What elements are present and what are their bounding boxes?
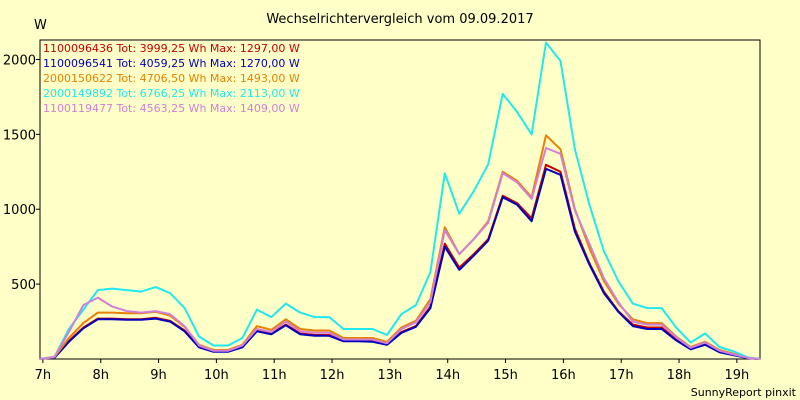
x-tick-label: 10h bbox=[204, 368, 229, 383]
x-tick-label: 9h bbox=[150, 368, 167, 383]
x-tick-label: 13h bbox=[377, 368, 402, 383]
legend-entry-2000150622: 2000150622 Tot: 4706,50 Wh Max: 1493,00 … bbox=[43, 72, 300, 85]
series-line-1100096541 bbox=[39, 167, 761, 360]
y-axis-unit-label: W bbox=[34, 18, 47, 33]
series-layer bbox=[39, 41, 761, 360]
x-tick-label: 15h bbox=[493, 368, 518, 383]
x-tick-label: 11h bbox=[262, 368, 287, 383]
legend-entry-1100096541: 1100096541 Tot: 4059,25 Wh Max: 1270,00 … bbox=[43, 57, 300, 70]
x-tick-label: 18h bbox=[667, 368, 692, 383]
legend-entry-1100096436: 1100096436 Tot: 3999,25 Wh Max: 1297,00 … bbox=[43, 42, 300, 55]
x-tick-label: 8h bbox=[92, 368, 109, 383]
legend-entry-2000149892: 2000149892 Tot: 6766,25 Wh Max: 2113,00 … bbox=[43, 87, 300, 100]
x-tick-label: 19h bbox=[724, 368, 749, 383]
x-tick-label: 17h bbox=[609, 368, 634, 383]
x-tick-label: 7h bbox=[35, 368, 52, 383]
footer-credit: SunnyReport pinxit bbox=[691, 386, 797, 399]
series-line-1100119477 bbox=[39, 147, 761, 360]
legend: 1100096436 Tot: 3999,25 Wh Max: 1297,00 … bbox=[43, 42, 300, 115]
chart-title: Wechselrichtervergleich vom 09.09.2017 bbox=[266, 12, 533, 27]
x-tick-label: 12h bbox=[320, 368, 345, 383]
x-tick-label: 14h bbox=[435, 368, 460, 383]
x-tick-label: 16h bbox=[551, 368, 576, 383]
y-tick-label: 1500 bbox=[3, 128, 36, 143]
y-tick-label: 500 bbox=[11, 278, 36, 293]
y-tick-label: 1000 bbox=[3, 203, 36, 218]
legend-entry-1100119477: 1100119477 Tot: 4563,25 Wh Max: 1409,00 … bbox=[43, 102, 300, 115]
series-line-2000149892 bbox=[39, 41, 761, 360]
y-tick-label: 2000 bbox=[3, 53, 36, 68]
